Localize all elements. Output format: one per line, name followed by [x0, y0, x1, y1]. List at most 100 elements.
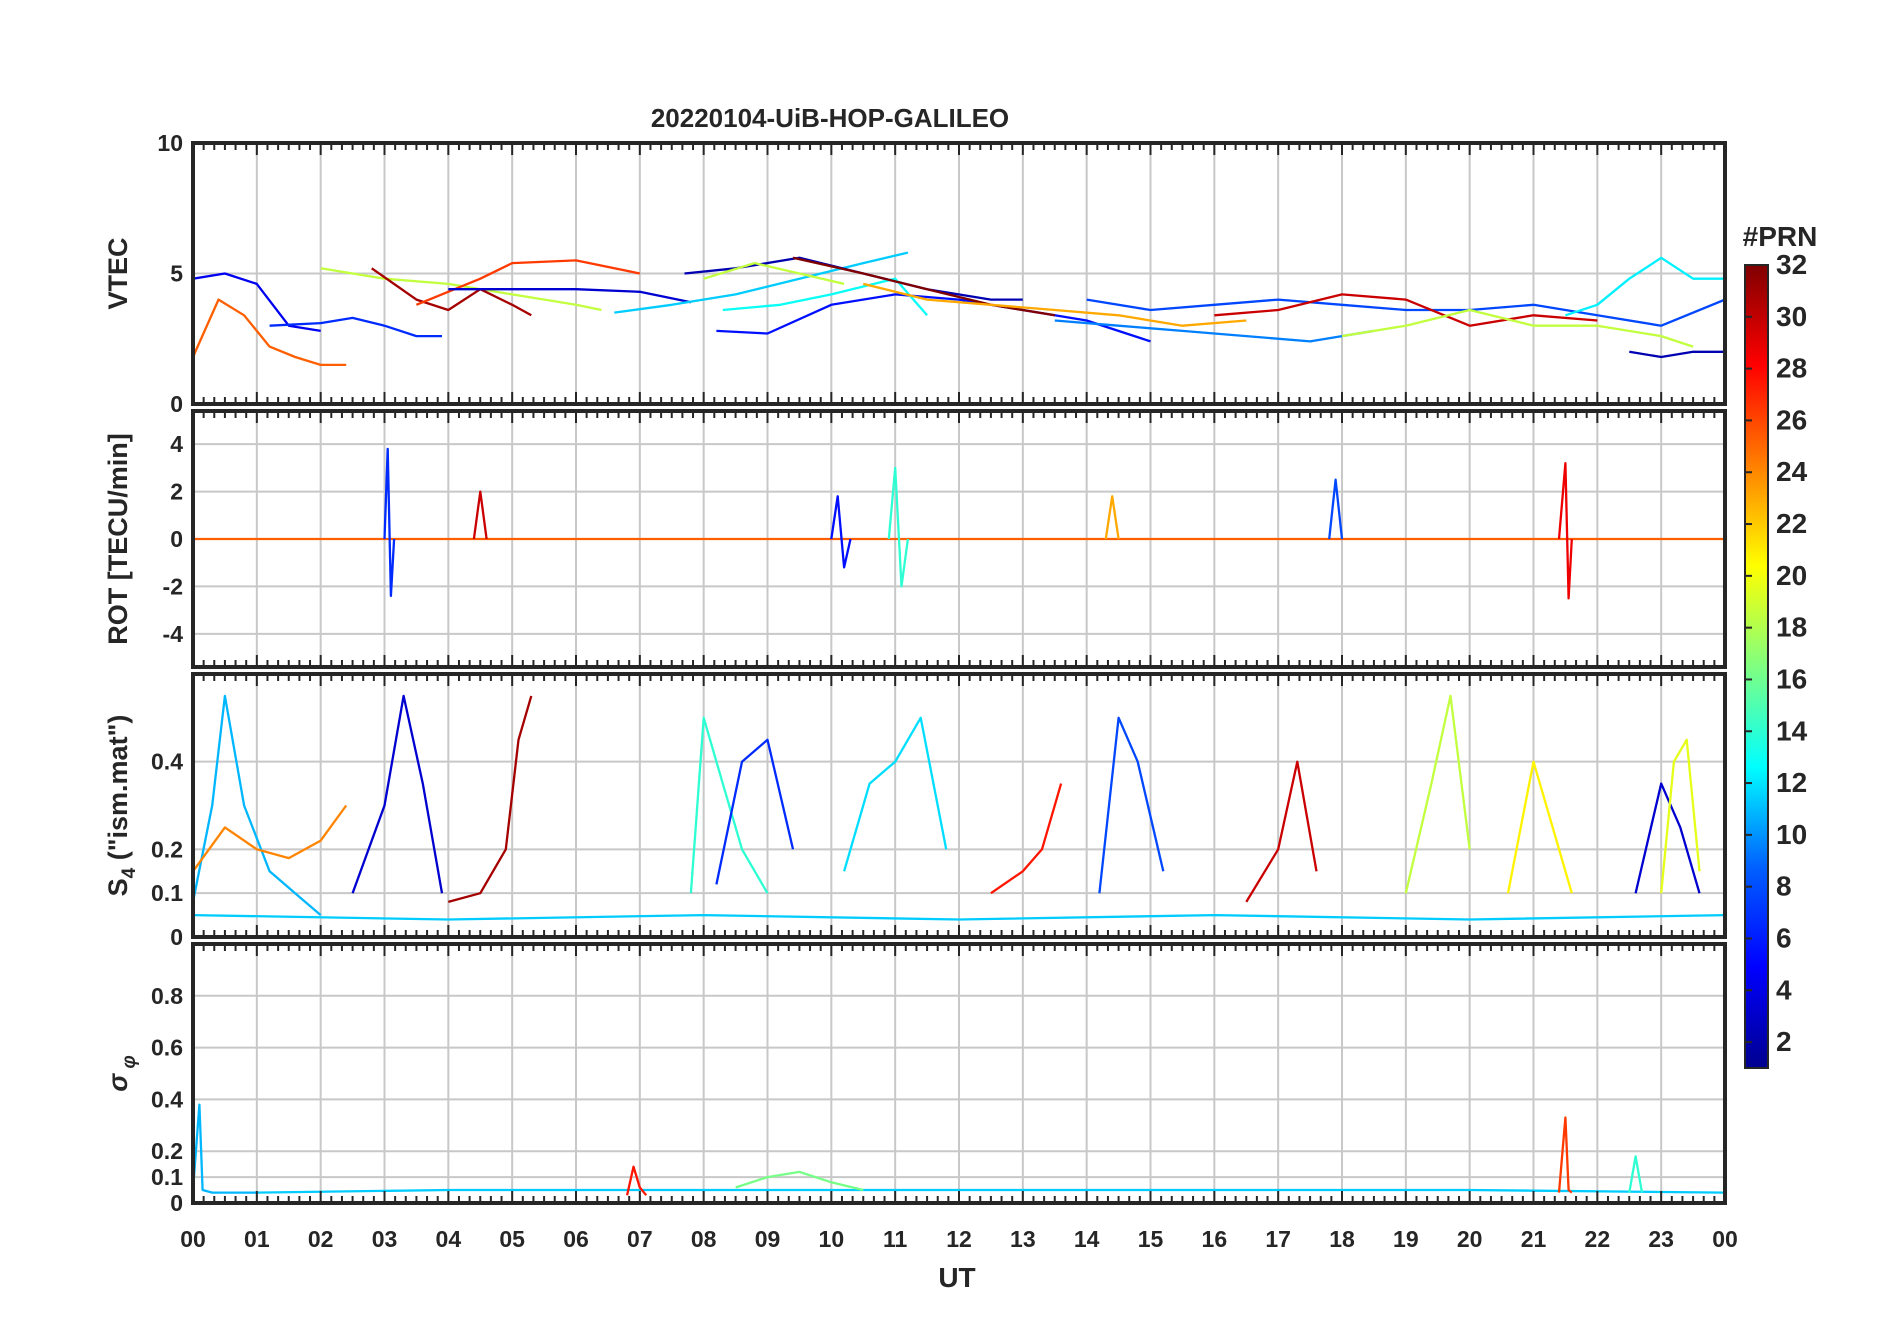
x-tick-label: 05 [499, 1226, 525, 1252]
x-tick-label: 22 [1585, 1226, 1611, 1252]
colorbar-tick-label: 32 [1776, 249, 1807, 280]
panel-s4: 0 0.1 0.2 0.4 S4 ("ism.mat") [103, 672, 1727, 950]
y-tick-label: 0.2 [151, 1138, 183, 1164]
series-line-prn-7 [1328, 478, 1344, 540]
panel-vtec: 0 5 10 VTEC [103, 130, 1727, 417]
colorbar-tick-label: 2 [1776, 1026, 1792, 1057]
y-tick-label: 0 [170, 1190, 183, 1216]
y-tick-label: 0.4 [151, 749, 183, 775]
series-line-prn-6 [715, 738, 795, 885]
y-axis-label: ROT [TECU/min] [103, 433, 133, 644]
colorbar-label: #PRN [1743, 221, 1818, 252]
series-line-prn-16 [1628, 1155, 1644, 1193]
y-tick-label: 0.1 [151, 880, 183, 906]
series-line-prn-27 [1557, 1116, 1573, 1194]
series-group [193, 447, 1725, 600]
colorbar-tick-label: 24 [1776, 456, 1808, 487]
y-tick-label: 2 [170, 479, 183, 505]
colorbar-tick-label: 6 [1776, 922, 1792, 953]
panel-sigma_phi: 00.10.2 0.4 0.6 0.8 σ φ [103, 942, 1727, 1216]
chart-title: 20220104-UiB-HOP-GALILEO [651, 103, 1009, 133]
series-line-prn-9 [1054, 319, 1375, 343]
series-line-prn-31 [371, 267, 532, 317]
y-tick-label: 0 [170, 924, 183, 950]
series-group [193, 1103, 1725, 1196]
axes-frame [191, 672, 1727, 939]
series-line-prn-28 [625, 1165, 648, 1196]
series-line-prn-5 [830, 495, 852, 569]
series-line-prn-16 [887, 466, 910, 588]
x-tick-label: 14 [1074, 1226, 1100, 1252]
x-tick-label: 07 [627, 1226, 653, 1252]
x-axis-label: UT [938, 1262, 975, 1293]
colorbar-tick-label: 28 [1776, 353, 1807, 384]
x-tick-label: 01 [244, 1226, 270, 1252]
series-line-prn-29 [1557, 461, 1573, 600]
series-line-prn-24 [1104, 495, 1120, 540]
series-line-prn-26 [193, 298, 347, 367]
colorbar-tick-label: 4 [1776, 974, 1792, 1005]
series-line-prn-7 [1086, 298, 1725, 327]
panel-rot: -4 -2 0 2 4 ROT [TECU/min] [103, 409, 1727, 669]
series-line-prn-5 [716, 293, 1151, 343]
x-tick-label: 04 [436, 1226, 462, 1252]
y-axis-label: VTEC [103, 237, 133, 309]
series-line-prn-25 [193, 804, 348, 872]
series-line-prn-11 [193, 694, 322, 916]
y-axis-label: S4 ("ism.mat") [103, 715, 140, 897]
x-tick-label: 15 [1138, 1226, 1164, 1252]
series-line-prn-16 [689, 716, 769, 894]
series-line-prn-3 [448, 288, 692, 304]
series-line-prn-30 [1245, 760, 1318, 903]
series-line-prn-20 [703, 261, 845, 286]
series-line-prn-6 [269, 316, 442, 338]
y-tick-label: 10 [157, 130, 183, 156]
colorbar-tick-label: 14 [1776, 715, 1808, 746]
series-line-prn-18 [735, 1170, 864, 1192]
series-line-prn-30 [472, 490, 488, 540]
x-tick-label: 20 [1457, 1226, 1483, 1252]
colorbar-tick-label: 22 [1776, 508, 1807, 539]
series-line-prn-20 [1404, 694, 1471, 894]
colorbar-tick-label: 30 [1776, 301, 1807, 332]
series-line-prn-11 [193, 1103, 257, 1194]
y-tick-label: 0.4 [151, 1086, 183, 1112]
series-line-prn-31 [447, 695, 533, 904]
y-tick-label: 0.6 [151, 1035, 183, 1061]
series-line-prn-12 [614, 251, 909, 314]
colorbar-tick-label: 16 [1776, 663, 1807, 694]
x-tick-label: 00 [1712, 1226, 1738, 1252]
series-line-prn-27 [415, 259, 641, 306]
colorbar-tick-label: 10 [1776, 819, 1807, 850]
series-line-prn-24 [863, 282, 1247, 327]
x-tick-label: 18 [1329, 1226, 1355, 1252]
series-line-prn-22 [1506, 760, 1573, 894]
y-axis-label: σ φ [103, 1055, 140, 1092]
x-tick-label: 09 [755, 1226, 781, 1252]
y-tick-label: -2 [163, 573, 183, 599]
axes-frame [191, 141, 1727, 406]
x-tick-label: 06 [563, 1226, 589, 1252]
series-line-prn-28 [990, 783, 1063, 895]
series-line-prn-6 [383, 447, 396, 598]
series-line-prn-32 [792, 256, 1055, 317]
x-tick-label: 23 [1648, 1226, 1674, 1252]
series-line-prn-21 [1660, 738, 1701, 894]
series-line-prn-3 [351, 694, 444, 894]
series-line-prn-14 [1565, 256, 1725, 317]
colorbar-tick-label: 20 [1776, 560, 1807, 591]
colorbar-gradient [1744, 264, 1769, 1069]
axes-frame [191, 942, 1727, 1205]
series-group [193, 694, 1725, 921]
x-tick-label: 10 [819, 1226, 845, 1252]
y-tick-label: 5 [170, 261, 183, 287]
x-tick-label: 17 [1265, 1226, 1291, 1252]
x-tick-label: 08 [691, 1226, 717, 1252]
series-line-prn-15 [722, 277, 928, 317]
x-tick-label: 13 [1010, 1226, 1036, 1252]
x-tick-labels: 00 01 02 03 04 05 06 07 08 09 10 11 12 13 14 15 16 17 18 19… [180, 1226, 1738, 1252]
